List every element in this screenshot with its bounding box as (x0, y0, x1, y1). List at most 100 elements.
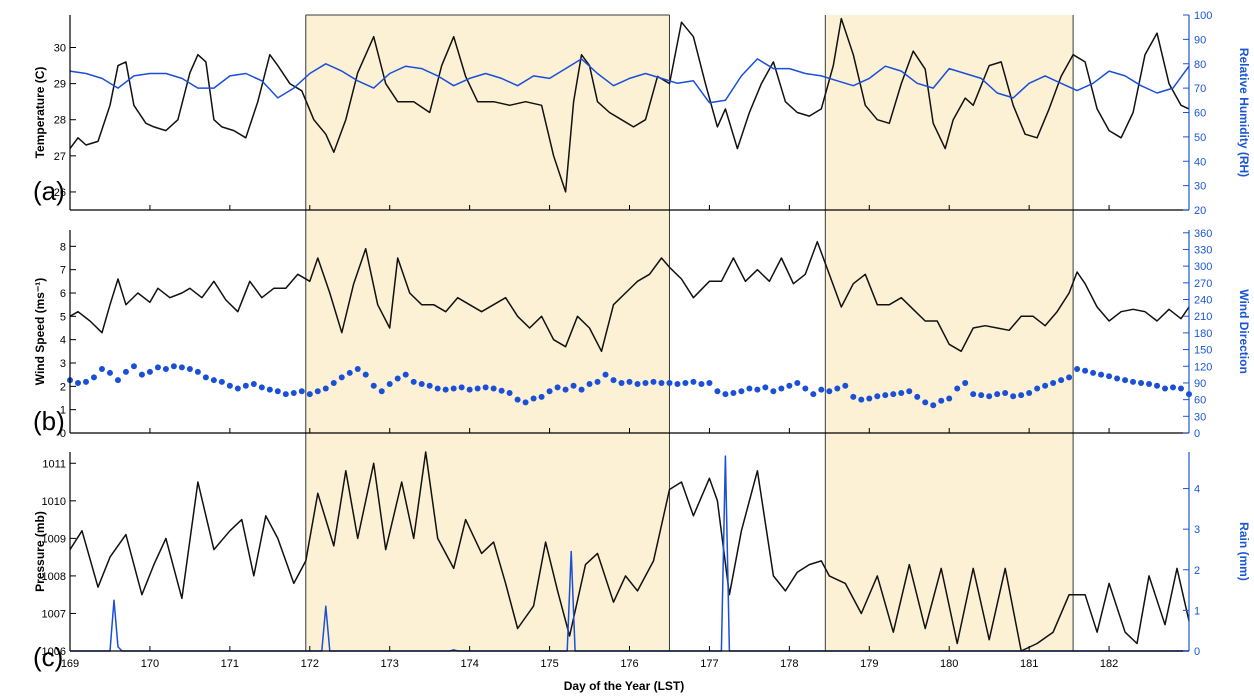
x-axis-label: Day of the Year (LST) (564, 679, 684, 693)
data-point (1146, 381, 1153, 388)
panel-label-b: (b) (33, 406, 65, 436)
data-point (1138, 379, 1145, 386)
data-point (386, 381, 393, 388)
data-point (530, 395, 537, 402)
data-point (954, 385, 961, 392)
data-point (114, 377, 121, 384)
data-point (354, 366, 361, 373)
data-point (922, 399, 929, 406)
data-point (378, 388, 385, 395)
left-tick-label: 5 (60, 311, 66, 323)
data-point (458, 384, 465, 391)
data-point (410, 378, 417, 385)
shaded-period-2 (825, 15, 1074, 651)
data-point (298, 388, 305, 395)
x-tick-label: 180 (940, 658, 958, 670)
right-tick-label: 90 (1194, 34, 1206, 46)
data-point (466, 386, 473, 393)
data-point (450, 385, 457, 392)
data-point (938, 397, 945, 404)
data-point (834, 385, 841, 392)
left-tick-label: 3 (60, 358, 66, 370)
data-point (602, 371, 609, 378)
data-point (226, 382, 233, 389)
data-point (826, 388, 833, 395)
right-tick-label: 30 (1194, 411, 1206, 423)
data-point (994, 391, 1001, 398)
right-tick-label: 240 (1194, 295, 1212, 307)
data-point (1162, 385, 1169, 392)
right-tick-label: 300 (1194, 261, 1212, 273)
data-point (250, 381, 257, 388)
data-point (890, 391, 897, 398)
left-tick-label: 1010 (42, 496, 66, 508)
data-point (1154, 382, 1161, 389)
x-tick-label: 172 (301, 658, 319, 670)
right-tick-label: 150 (1194, 345, 1212, 357)
data-point (242, 382, 249, 389)
panel-label-a: (a) (33, 176, 65, 206)
data-point (570, 382, 577, 389)
data-point (738, 388, 745, 395)
data-point (578, 386, 585, 393)
right-tick-label: 4 (1194, 484, 1200, 496)
data-point (506, 389, 513, 396)
right-tick-label: 3 (1194, 524, 1200, 536)
right-tick-label: 120 (1194, 361, 1212, 373)
left-axis-label: Temperature (C) (33, 67, 47, 159)
right-tick-label: 210 (1194, 311, 1212, 323)
x-tick-label: 179 (860, 658, 878, 670)
data-point (714, 388, 721, 395)
data-point (794, 379, 801, 386)
data-point (402, 371, 409, 378)
data-point (674, 381, 681, 388)
x-tick-label: 182 (1100, 658, 1118, 670)
right-tick-label: 20 (1194, 205, 1206, 217)
data-point (266, 386, 273, 393)
right-tick-label: 360 (1194, 228, 1212, 240)
left-tick-label: 1011 (42, 458, 66, 470)
x-tick-label: 174 (460, 658, 478, 670)
data-point (210, 377, 217, 384)
x-tick-label: 177 (700, 658, 718, 670)
x-tick-label: 170 (141, 658, 159, 670)
data-point (130, 363, 137, 370)
right-tick-label: 60 (1194, 395, 1206, 407)
data-point (338, 374, 345, 381)
right-tick-label: 70 (1194, 83, 1206, 95)
data-point (586, 381, 593, 388)
data-point (658, 379, 665, 386)
data-point (482, 384, 489, 391)
right-tick-label: 30 (1194, 181, 1206, 193)
data-point (234, 385, 241, 392)
right-tick-label: 40 (1194, 156, 1206, 168)
data-point (290, 389, 297, 396)
data-point (1042, 382, 1049, 389)
data-point (186, 366, 193, 373)
data-point (138, 371, 145, 378)
data-point (906, 388, 913, 395)
data-point (218, 378, 225, 385)
panel-label-c: (c) (33, 642, 63, 672)
x-tick-label: 181 (1020, 658, 1038, 670)
data-point (882, 392, 889, 399)
data-point (842, 382, 849, 389)
data-point (562, 386, 569, 393)
data-point (866, 395, 873, 402)
data-point (746, 385, 753, 392)
data-point (1098, 371, 1105, 378)
data-point (778, 385, 785, 392)
data-point (106, 369, 113, 376)
data-point (546, 388, 553, 395)
data-point (1034, 385, 1041, 392)
left-tick-label: 28 (54, 115, 66, 127)
x-tick-labels: 169 170 171 172 173 174 175 176 177 178 179 180 181 1… (61, 658, 1118, 670)
data-point (874, 393, 881, 400)
data-point (538, 393, 545, 400)
right-tick-label: 2 (1194, 565, 1200, 577)
left-tick-label: 27 (54, 151, 66, 163)
data-point (1010, 393, 1017, 400)
data-point (962, 379, 969, 386)
data-point (1106, 373, 1113, 380)
